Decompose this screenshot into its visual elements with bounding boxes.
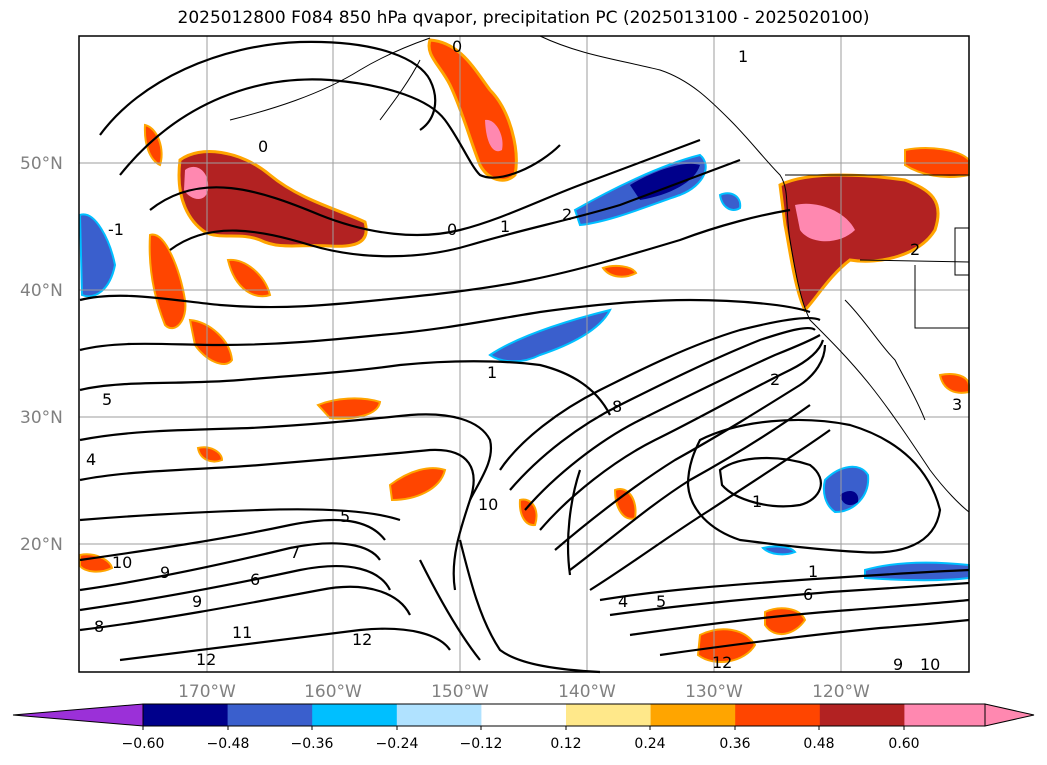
contour-labels: 0 0 0 -1 1 2 1 8 2 10 5 4 5 10 9 6 7 9 8… [86, 37, 962, 674]
contour-label: -1 [108, 220, 124, 239]
contour-label: 5 [102, 390, 112, 409]
latitude-label: 30°N [20, 408, 63, 428]
contour-label: 9 [192, 592, 202, 611]
positive-anomaly-area [795, 203, 855, 242]
colorbar-tick-label: −0.36 [291, 736, 334, 752]
colorbar-tick-label: −0.24 [376, 736, 419, 752]
colorbar-segment [396, 704, 482, 726]
contour-label: 10 [112, 553, 132, 572]
negative-anomaly-area [78, 213, 117, 298]
latitude-label: 40°N [20, 281, 63, 301]
negative-anomaly-area [488, 308, 612, 363]
colorbar-extend-max [984, 703, 1035, 727]
colorbar-frame [142, 703, 986, 727]
colorbar: −0.60 −0.48 −0.36 −0.24 −0.12 0.12 0.24 0.36 0.4… [12, 703, 1035, 752]
contour-label: 8 [612, 397, 622, 416]
positive-anomaly-area [177, 150, 368, 248]
plot-area: 0 0 0 -1 1 2 1 8 2 10 5 4 5 10 9 6 7 9 8… [78, 35, 970, 674]
colorbar-segment [481, 704, 567, 726]
contour-label: 7 [290, 543, 300, 562]
contour-label: 10 [478, 495, 498, 514]
contour-label: 6 [803, 585, 813, 604]
longitude-label: 160°W [304, 682, 362, 702]
colorbar-segment [227, 704, 313, 726]
colorbar-tick-label: 0.60 [888, 736, 919, 752]
contour-label: 0 [452, 37, 462, 56]
negative-anomaly-area [718, 192, 742, 211]
contour-label: 4 [618, 592, 628, 611]
contour-label: 2 [770, 370, 780, 389]
longitude-label: 120°W [812, 682, 870, 702]
contour-label: 3 [952, 395, 962, 414]
colorbar-tick-label: 0.36 [719, 736, 750, 752]
contour-label: 5 [656, 592, 666, 611]
contour-label: 10 [920, 655, 940, 674]
contour-label: 9 [160, 563, 170, 582]
longitude-label: 170°W [178, 682, 236, 702]
colorbar-tick-label: 0.24 [634, 736, 665, 752]
colorbar-segment [819, 704, 905, 726]
contour-label: 11 [232, 623, 252, 642]
longitude-label: 130°W [685, 682, 743, 702]
contour-label: 0 [447, 220, 457, 239]
longitude-labels: 170°W 160°W 150°W 140°W 130°W 120°W [178, 682, 870, 702]
colorbar-segment [650, 704, 736, 726]
colorbar-segment [904, 704, 985, 726]
colorbar-segment [312, 704, 398, 726]
colorbar-segment [143, 704, 229, 726]
qvapor-contours [79, 40, 970, 674]
contour-label: 1 [808, 562, 818, 581]
colorbar-tick-label: 0.12 [550, 736, 581, 752]
contour-label: 8 [94, 617, 104, 636]
positive-anomaly-area [388, 467, 447, 502]
contour-label: 1 [487, 363, 497, 382]
latitude-label: 50°N [20, 154, 63, 174]
negative-anomaly-area [840, 490, 859, 506]
colorbar-tick-label: −0.60 [122, 736, 165, 752]
positive-anomaly-area [148, 233, 187, 330]
contour-label: 0 [258, 137, 268, 156]
contour-label: 2 [910, 240, 920, 259]
contour-label: 9 [893, 655, 903, 674]
contour-label: 2 [562, 205, 572, 224]
precip-shading [78, 38, 970, 663]
contour-label: 6 [250, 570, 260, 589]
colorbar-segment [735, 704, 821, 726]
latitude-labels: 50°N 40°N 30°N 20°N [20, 154, 63, 555]
positive-anomaly-area [143, 123, 163, 167]
negative-anomaly-area [761, 545, 797, 556]
positive-anomaly-area [601, 264, 638, 278]
contour-label: 5 [340, 507, 350, 526]
longitude-label: 140°W [558, 682, 616, 702]
colorbar-tick-label: −0.12 [460, 736, 503, 752]
negative-anomaly-area [630, 163, 700, 200]
colorbar-tick-label: 0.48 [803, 736, 834, 752]
colorbar-extend-min [12, 703, 144, 727]
positive-anomaly-area [196, 446, 224, 463]
positive-anomaly-area [518, 498, 538, 527]
latitude-label: 20°N [20, 535, 63, 555]
contour-label: 4 [86, 450, 96, 469]
contour-label: 12 [712, 653, 732, 672]
contour-label: 1 [752, 492, 762, 511]
contour-label: 12 [352, 630, 372, 649]
colorbar-tick-label: −0.48 [207, 736, 250, 752]
positive-anomaly-area [485, 119, 503, 152]
longitude-label: 150°W [431, 682, 489, 702]
map-title: 2025012800 F084 850 hPa qvapor, precipit… [177, 8, 870, 28]
positive-anomaly-area [226, 258, 272, 298]
contour-label: 1 [738, 47, 748, 66]
contour-label: 12 [196, 650, 216, 669]
colorbar-segment [566, 704, 652, 726]
contour-label: 1 [500, 217, 510, 236]
